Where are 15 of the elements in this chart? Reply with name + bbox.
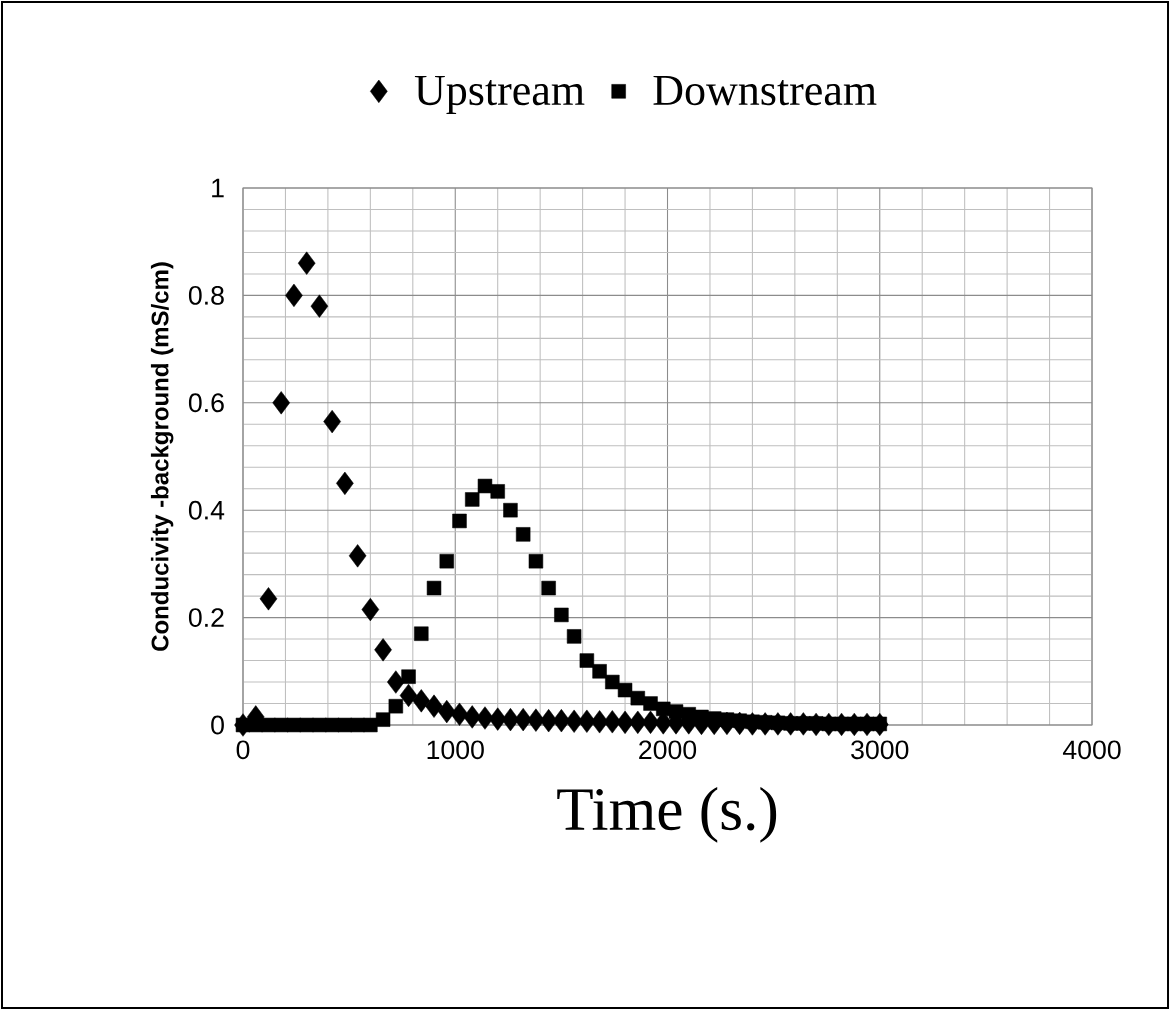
x-axis-title: Time (s.) <box>557 787 777 843</box>
x-tick-label: 4000 <box>1062 740 1121 760</box>
y-tick-label: 0 <box>211 715 224 735</box>
x-tick-label: 0 <box>236 740 250 760</box>
y-tick-label: 0.8 <box>188 285 224 305</box>
x-tick-label: 1000 <box>427 740 484 760</box>
x-tick-label: 2000 <box>639 740 697 760</box>
y-tick-label: 0.4 <box>188 500 225 520</box>
y-tick-label: 0.2 <box>188 608 224 628</box>
y-tick-label: 0.6 <box>188 393 224 413</box>
x-tick-label: 3000 <box>851 740 909 760</box>
y-tick-label: 1 <box>212 178 224 198</box>
legend-label: Upstream <box>414 75 585 115</box>
legend-label: Downstream <box>653 75 877 106</box>
y-axis-title: Conducivity -background (mS/cm) <box>150 262 174 651</box>
